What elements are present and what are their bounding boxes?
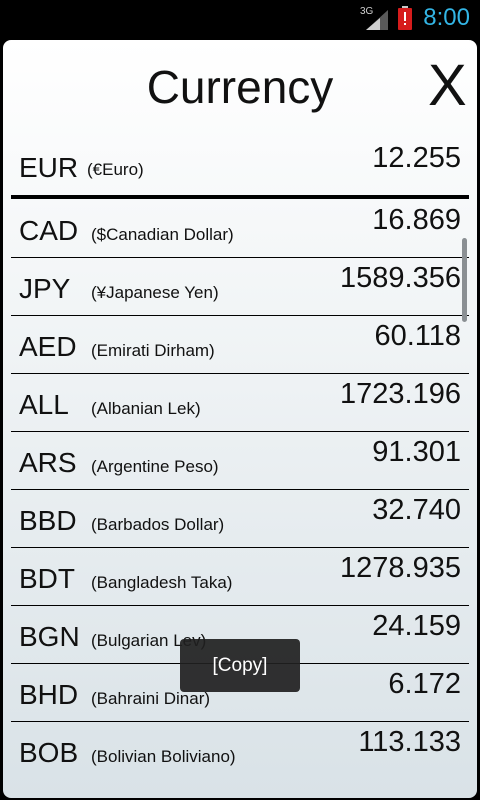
currency-name: (¥Japanese Yen) bbox=[91, 283, 219, 302]
currency-code: JPY bbox=[19, 273, 71, 304]
currency-list[interactable]: CAD ($Canadian Dollar) 16.869 JPY (¥Japa… bbox=[11, 200, 469, 779]
currency-name: (Barbados Dollar) bbox=[91, 515, 225, 534]
battery-alert-icon bbox=[398, 6, 412, 30]
currency-code: BGN bbox=[19, 621, 80, 652]
currency-name: (Emirati Dirham) bbox=[91, 341, 215, 360]
list-item[interactable]: ALL (Albanian Lek) 1723.196 bbox=[11, 374, 469, 432]
currency-value: 24.159 bbox=[372, 610, 461, 642]
list-item[interactable]: BOB (Bolivian Boliviano) 113.133 bbox=[11, 722, 469, 779]
scrollbar[interactable] bbox=[462, 238, 467, 322]
list-item[interactable]: AED (Emirati Dirham) 60.118 bbox=[11, 316, 469, 374]
currency-code: BDT bbox=[19, 563, 75, 594]
list-item[interactable]: JPY (¥Japanese Yen) 1589.356 bbox=[11, 258, 469, 316]
base-currency-row[interactable]: EUR (€Euro) 12.255 bbox=[11, 140, 469, 198]
currency-code: AED bbox=[19, 331, 77, 362]
status-bar: 3G 8:00 bbox=[0, 0, 480, 38]
currency-code: CAD bbox=[19, 215, 79, 246]
currency-name: ($Canadian Dollar) bbox=[91, 225, 234, 244]
list-item[interactable]: BHD (Bahraini Dinar) 6.172 bbox=[11, 664, 469, 722]
currency-code: ARS bbox=[19, 447, 77, 478]
signal-icon bbox=[366, 10, 388, 30]
network-type: 3G bbox=[360, 6, 374, 17]
currency-code: EUR bbox=[19, 152, 79, 183]
base-divider bbox=[11, 195, 469, 199]
list-item[interactable]: BBD (Barbados Dollar) 32.740 bbox=[11, 490, 469, 548]
currency-value: 1589.356 bbox=[340, 262, 461, 294]
currency-code: BBD bbox=[19, 505, 77, 536]
list-item[interactable]: BDT (Bangladesh Taka) 1278.935 bbox=[11, 548, 469, 606]
status-time: 8:00 bbox=[423, 4, 470, 31]
currency-name: (Argentine Peso) bbox=[91, 457, 219, 476]
currency-name: (Bangladesh Taka) bbox=[91, 573, 233, 592]
currency-value: 32.740 bbox=[372, 494, 461, 526]
currency-value: 16.869 bbox=[372, 204, 461, 236]
currency-value: 1278.935 bbox=[340, 552, 461, 584]
list-item[interactable]: CAD ($Canadian Dollar) 16.869 bbox=[11, 200, 469, 258]
currency-value: 113.133 bbox=[358, 726, 461, 758]
list-item[interactable]: ARS (Argentine Peso) 91.301 bbox=[11, 432, 469, 490]
close-button[interactable]: X bbox=[428, 53, 467, 118]
copy-toast[interactable]: [Copy] bbox=[180, 639, 300, 692]
page-title: Currency bbox=[146, 61, 334, 113]
currency-name: (€Euro) bbox=[87, 160, 144, 179]
currency-name: (Bulgarian Lev) bbox=[91, 631, 207, 650]
currency-value: 1723.196 bbox=[340, 378, 461, 410]
currency-code: ALL bbox=[19, 389, 69, 420]
currency-code: BOB bbox=[19, 737, 79, 768]
currency-value: 91.301 bbox=[372, 436, 461, 468]
currency-value: 6.172 bbox=[388, 668, 461, 700]
currency-code: BHD bbox=[19, 679, 79, 710]
currency-value: 12.255 bbox=[372, 142, 461, 174]
currency-value: 60.118 bbox=[374, 320, 461, 352]
currency-name: (Bolivian Boliviano) bbox=[91, 747, 236, 766]
currency-name: (Bahraini Dinar) bbox=[91, 689, 211, 708]
currency-name: (Albanian Lek) bbox=[91, 399, 201, 418]
